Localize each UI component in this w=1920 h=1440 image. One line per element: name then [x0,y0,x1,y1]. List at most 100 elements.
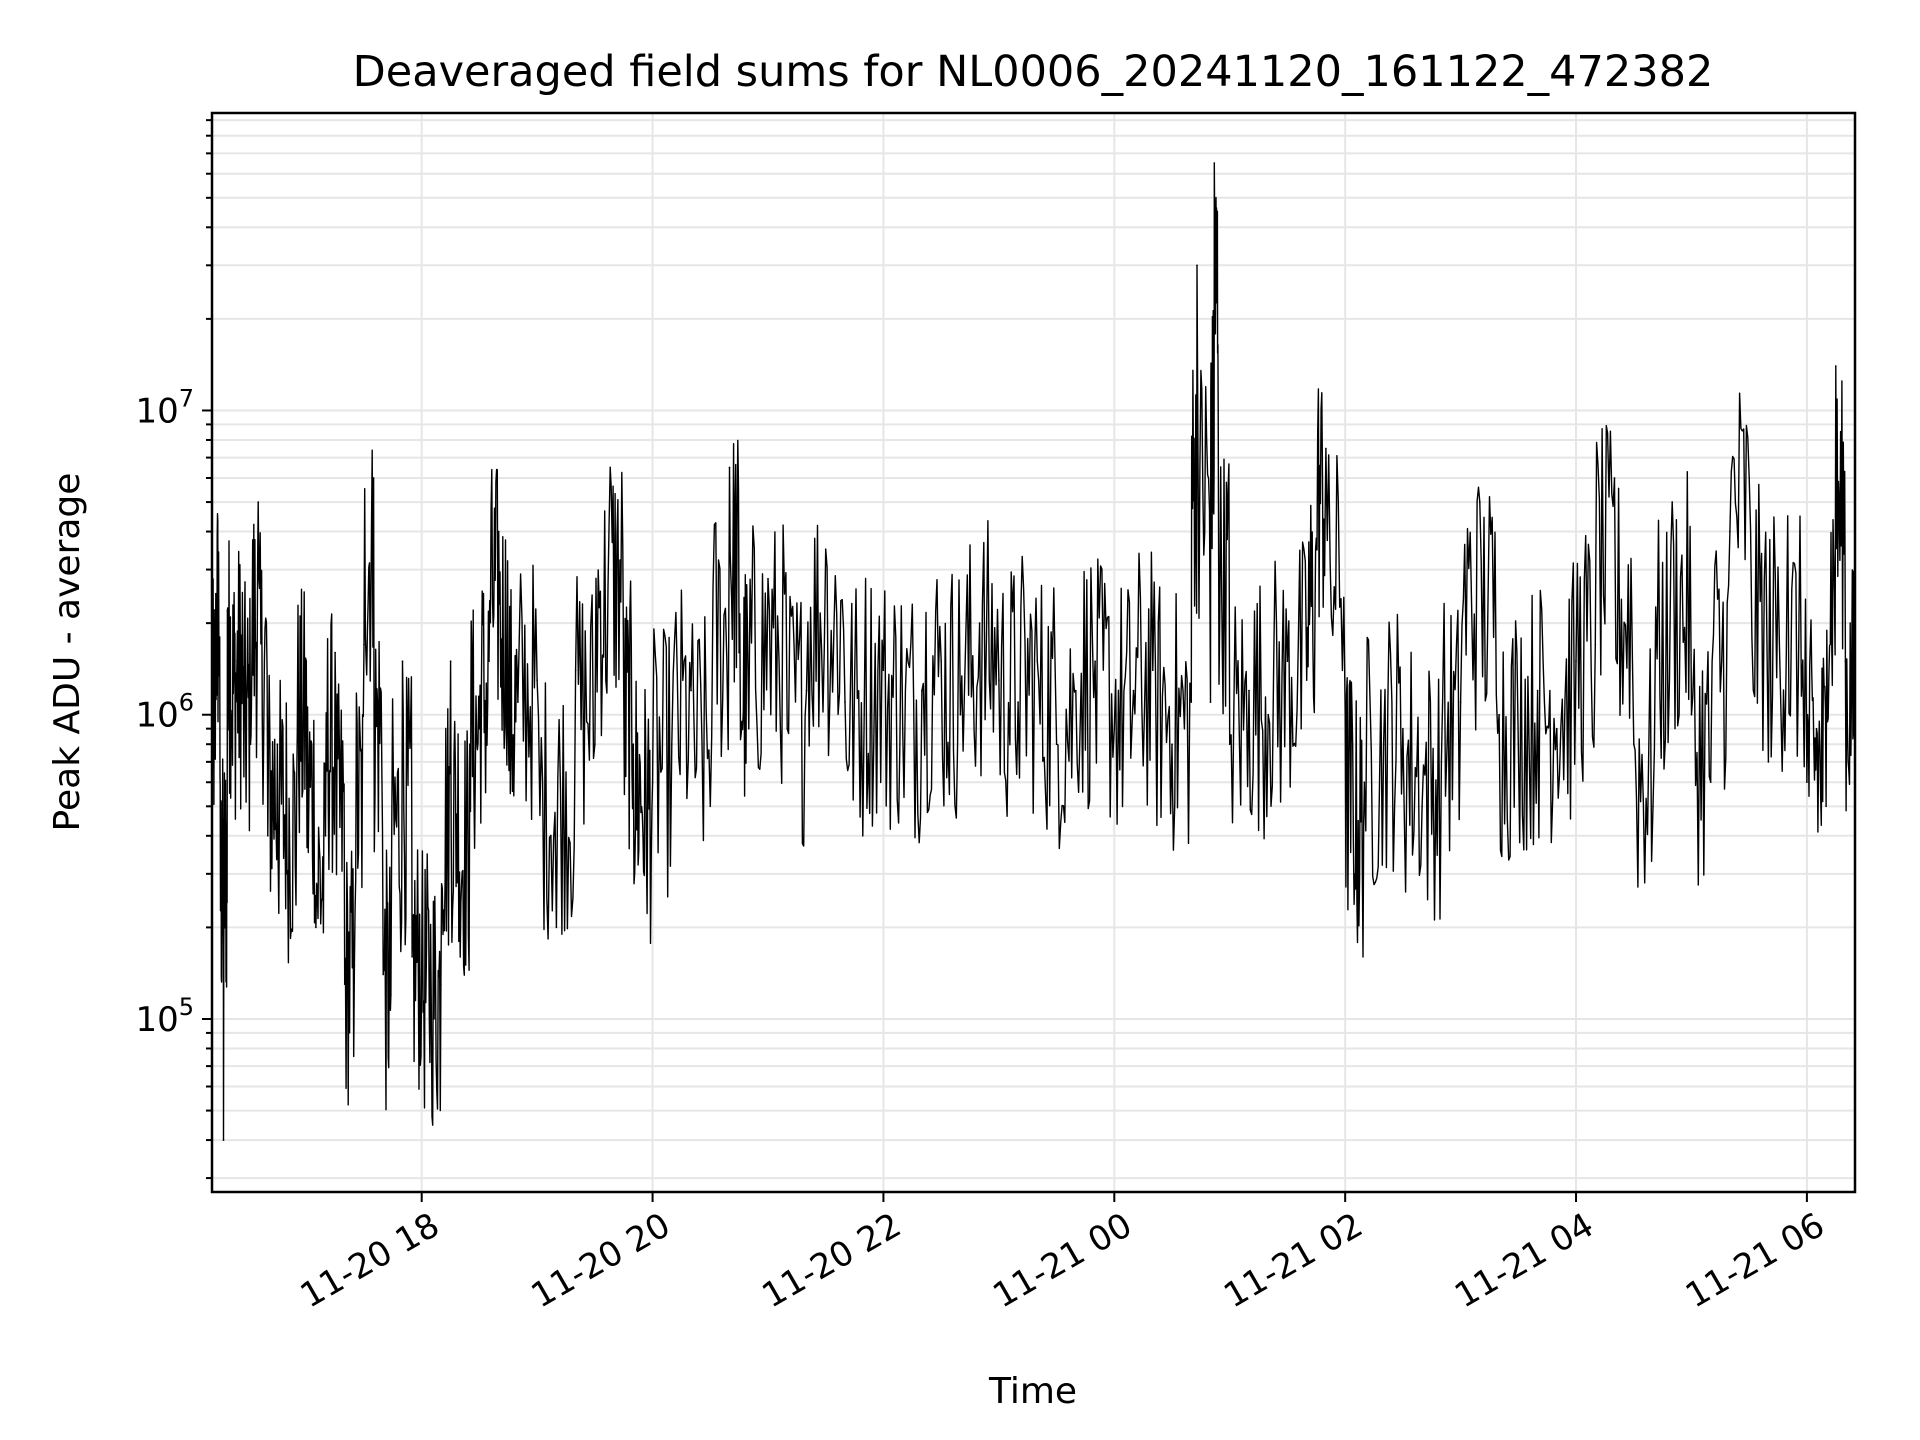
data-point [1825,805,1827,808]
data-point [609,466,611,469]
data-point [1213,162,1216,164]
data-point [257,501,260,503]
data-point [738,651,740,654]
data-point [1402,727,1404,730]
data-point [488,660,490,662]
data-point [1498,713,1500,716]
y-axis: 105 106 107 [135,119,212,1180]
data-point [517,701,519,703]
data-point [940,660,942,662]
y-axis-label: Peak ADU - average [47,473,88,832]
data-point [978,622,981,624]
data-point [1094,660,1096,662]
data-point [767,577,769,580]
data-point [863,713,865,716]
data-point [1171,743,1173,745]
data-point [1806,781,1808,783]
data-point [1132,689,1135,692]
data-point [497,530,500,533]
data-point [1835,365,1837,367]
y-tick-label: 105 [135,993,194,1040]
data-point [805,689,808,692]
data-point [622,689,625,692]
data-point [1459,701,1462,703]
data-point [1286,660,1289,662]
y-tick-label: 106 [135,689,194,736]
series-layer [211,162,1856,1141]
data-point [1267,713,1269,716]
x-axis-label: Time [988,1371,1077,1412]
data-point [343,983,346,986]
data-point [478,727,481,730]
data-point [1344,713,1346,716]
data-point [1248,689,1250,692]
data-point [230,713,232,716]
data-point [215,592,217,595]
data-point [1844,660,1847,662]
y-tick-label: 107 [135,384,194,431]
data-point [1671,501,1673,503]
data-point [1536,689,1539,692]
data-point [449,660,452,662]
data-point [651,781,654,783]
data-point [1729,530,1731,533]
data-point [1690,713,1693,716]
data-point [276,743,279,745]
data-point [372,477,375,479]
data-point [536,679,538,681]
data-point [295,781,298,783]
data-point [411,956,413,958]
data-point [1055,743,1058,745]
data-point [1575,660,1577,662]
data-point [901,727,904,730]
data-point [1633,743,1635,745]
data-point [218,636,221,638]
data-point [401,660,404,662]
data-point [882,669,885,672]
data-point [709,805,712,808]
data-point [334,651,336,654]
data-point [1363,781,1366,783]
data-point [1036,660,1039,662]
chart-title: Deaveraged field sums for NL0006_2024112… [353,47,1714,97]
data-point [1354,873,1356,875]
data-point [1479,501,1481,503]
data-point [574,669,577,672]
data-point [1152,669,1154,672]
data-point [1815,727,1818,730]
data-point [594,743,596,745]
data-point [1017,701,1019,703]
data-point [305,660,308,662]
data-point [632,743,635,745]
data-point [1440,761,1443,763]
data-point [1209,701,1212,703]
data-point [267,835,269,837]
data-point [1767,761,1770,763]
data-point [459,956,462,958]
data-point [1421,805,1423,808]
data-point [363,643,365,646]
data-point [1556,727,1558,730]
data-point [324,835,327,837]
data-point [1325,447,1327,450]
data-point [671,743,673,745]
data-point [1305,679,1308,681]
data-point [1382,743,1385,745]
data-point [786,727,788,730]
plot-frame [210,111,1857,1194]
data-point [249,743,252,745]
data-point [1228,743,1231,745]
data-point [1517,743,1520,745]
data-point [1190,701,1193,703]
data-point [420,964,423,967]
data-point [353,964,356,967]
data-point [242,689,244,692]
data-point [226,609,229,612]
data-point [1196,264,1198,267]
data-point [1652,805,1654,808]
data-point [430,1005,433,1008]
data-point [728,466,731,469]
